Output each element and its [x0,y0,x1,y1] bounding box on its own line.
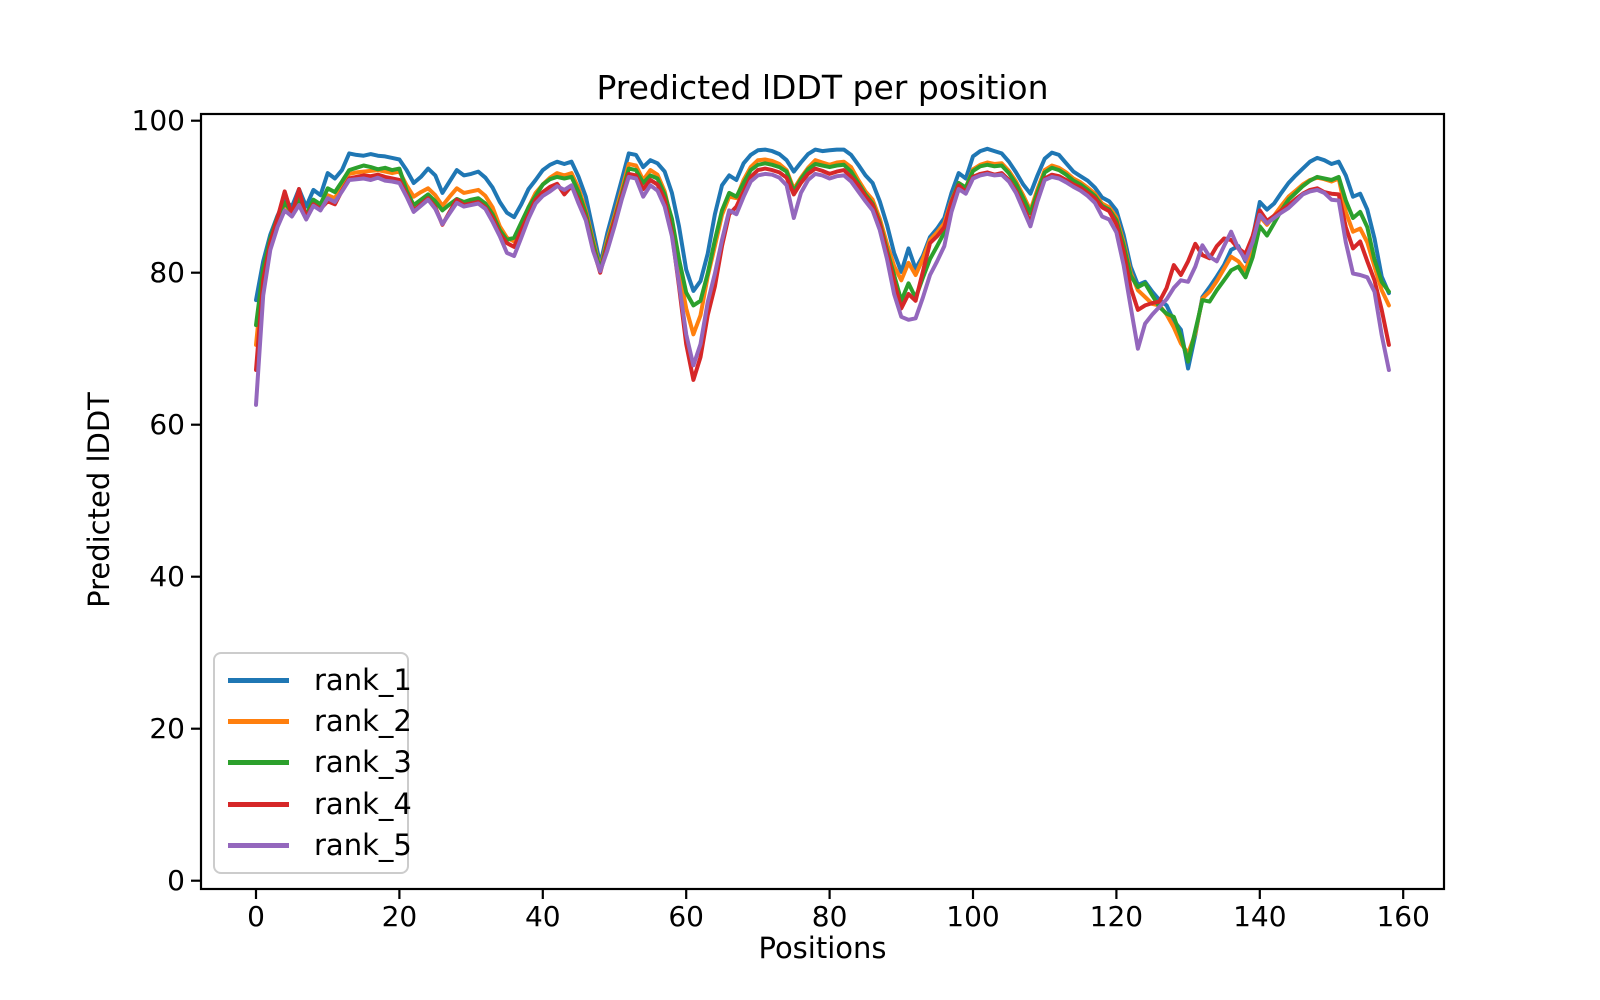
legend-line-icon-rank_4 [228,801,289,807]
x-tick-label: 80 [811,900,848,933]
legend-label-rank_1: rank_1 [314,663,412,698]
legend-label-rank_5: rank_5 [314,827,412,862]
legend-item-rank_4: rank_4 [215,784,412,824]
legend-label-rank_3: rank_3 [314,745,412,780]
x-tick-label: 120 [1089,900,1144,933]
y-tick-label: 20 [149,711,185,745]
legend-item-rank_5: rank_5 [215,825,412,865]
legend-label-rank_4: rank_4 [314,786,412,821]
series-line-rank_5 [254,171,1391,407]
chart-title: Predicted lDDT per position [596,68,1049,107]
x-tick-label: 100 [946,900,1000,933]
x-tick-label: 20 [381,900,418,933]
x-tick-label: 0 [247,900,265,933]
legend: rank_1 rank_2 rank_3 rank_4 rank_5 [213,652,412,874]
y-tick-label: 40 [149,559,185,593]
x-tick-label: 60 [668,900,705,933]
legend-item-rank_3: rank_3 [215,743,412,783]
legend-line-icon-rank_3 [228,760,289,766]
legend-item-rank_1: rank_1 [215,661,412,701]
x-tick-label: 160 [1376,900,1430,933]
y-axis-label: Predicted lDDT [82,392,116,608]
legend-item-rank_2: rank_2 [215,702,412,742]
legend-line-icon-rank_1 [228,678,289,684]
plot-spines [199,112,1446,891]
legend-label-rank_2: rank_2 [314,704,412,739]
legend-line-icon-rank_2 [228,719,289,725]
y-tick-label: 80 [149,255,185,289]
legend-line-icon-rank_5 [228,842,289,848]
series-line-rank_3 [254,161,1391,364]
y-tick-label: 100 [131,103,185,137]
y-tick-label: 0 [167,863,185,897]
x-tick-label: 40 [524,900,561,933]
x-tick-label: 140 [1233,900,1287,933]
y-tick-label: 60 [149,407,185,441]
x-axis-label: Positions [758,931,887,965]
